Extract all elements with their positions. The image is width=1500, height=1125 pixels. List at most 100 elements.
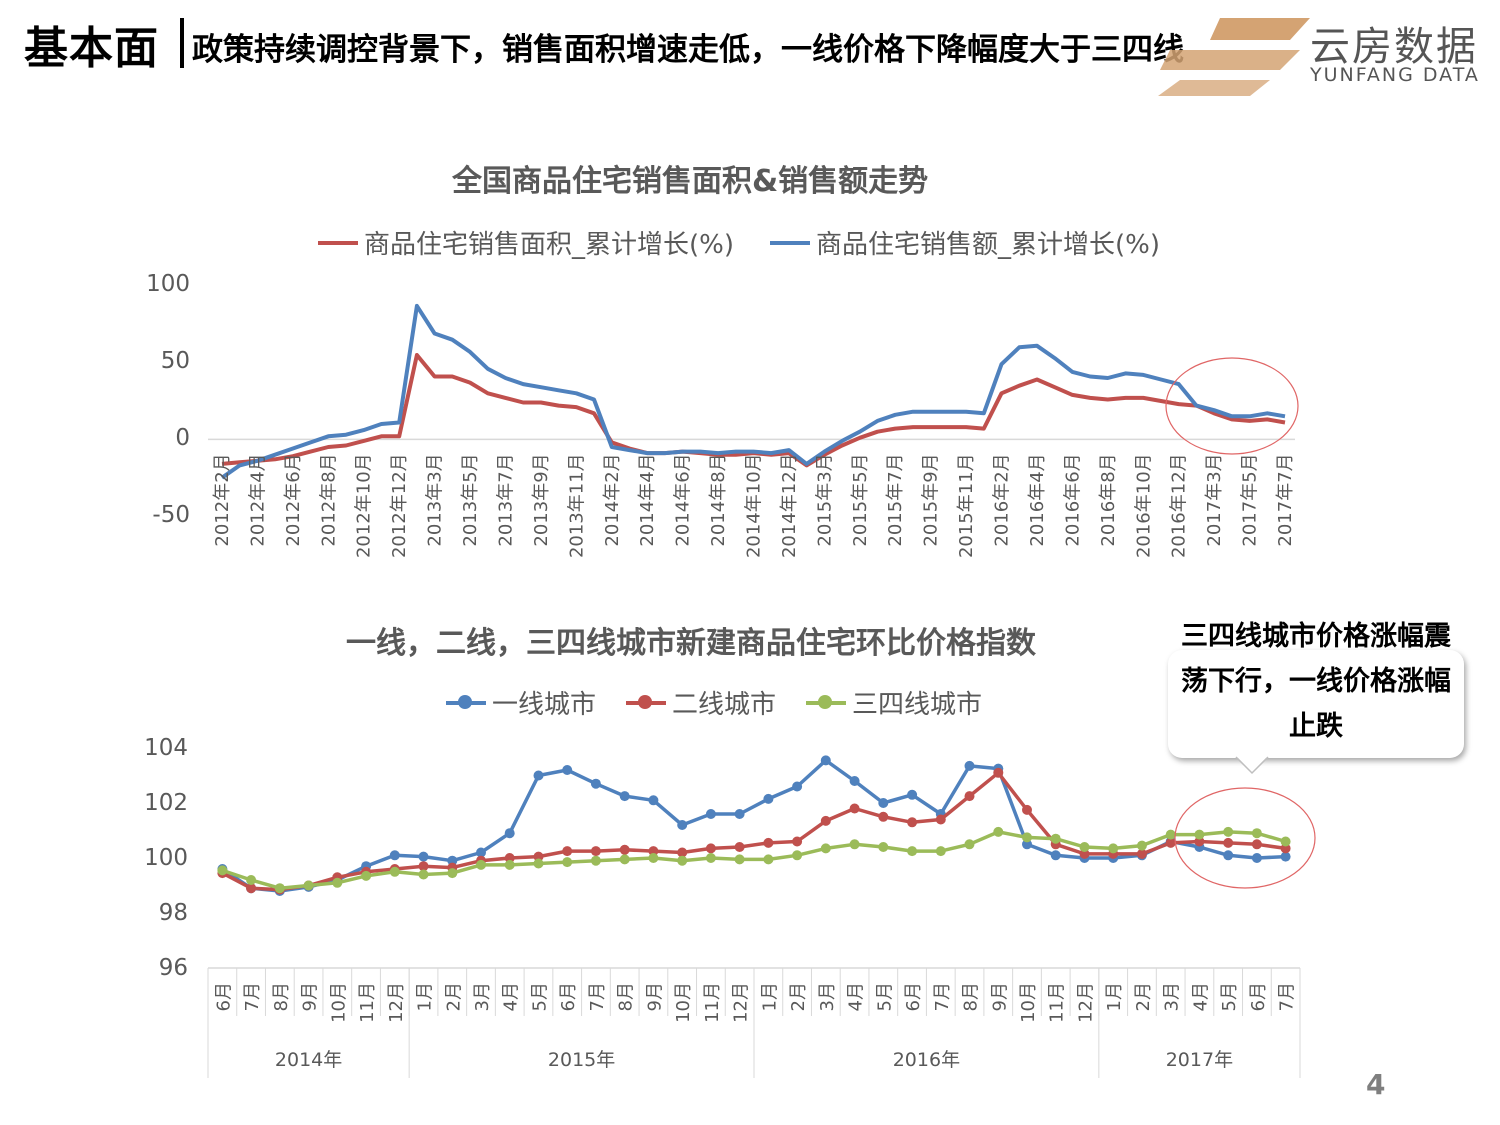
chart2-series-tier34-point — [935, 846, 946, 857]
chart1-xtick-label: 2012年4月 — [247, 453, 268, 546]
chart2-series-tier1-point — [590, 778, 601, 789]
chart2-month-label: 6月 — [213, 982, 234, 1011]
chart2-series-tier34-point — [332, 877, 343, 888]
chart2-series-tier34-point — [418, 869, 429, 880]
chart1-xtick-label: 2013年3月 — [425, 453, 446, 546]
chart2-series-tier34-point — [562, 857, 573, 868]
chart2-series-tier34-point — [1136, 840, 1147, 851]
chart1-xtick-label: 2012年12月 — [389, 453, 410, 558]
legend-swatch-amount — [770, 240, 810, 245]
chart2-series-tier1-point — [504, 828, 515, 839]
legend-item-amount: 商品住宅销售额_累计增长(%) — [770, 224, 1160, 261]
legend-label-tier34: 三四线城市 — [852, 690, 983, 720]
chart1-xtick-label: 2013年11月 — [566, 453, 587, 558]
chart2-series-tier1-point — [849, 776, 860, 786]
chart2-series-tier34-point — [1251, 828, 1262, 839]
chart2-series-tier34-point — [533, 858, 544, 869]
chart2-series-tier1-point — [705, 809, 716, 819]
chart2-series-tier34-point — [476, 859, 486, 870]
chart2-series-tier1-point — [533, 770, 544, 781]
chart1-xtick-label: 2017年5月 — [1240, 453, 1261, 546]
chart2-month-label: 4月 — [846, 982, 867, 1011]
chart1-xtick-label: 2016年4月 — [1027, 453, 1048, 546]
chart2-series-tier34-point — [820, 843, 831, 854]
chart2-title: 一线，二线，三四线城市新建商品住宅环比价格指数 — [346, 626, 1036, 661]
chart2-series-tier34-point — [303, 880, 314, 891]
chart2-series-tier2-point — [935, 814, 946, 825]
chart2-series-tier2-point — [504, 853, 515, 863]
chart2-series-tier34-point — [274, 883, 285, 894]
chart1-ytick: 100 — [146, 271, 190, 297]
chart2-month-label: 7月 — [242, 982, 263, 1011]
chart2-series-tier2-point — [849, 803, 860, 814]
chart1-xtick-label: 2014年2月 — [602, 453, 623, 546]
chart2-series-tier1-point — [389, 850, 400, 861]
chart2-month-label: 5月 — [874, 982, 895, 1011]
chart2-month-label: 6月 — [1248, 982, 1269, 1011]
chart2-year-label: 2014年 — [275, 1049, 342, 1071]
chart2-series-tier2-point — [878, 811, 889, 822]
chart1-xtick-label: 2014年6月 — [673, 453, 694, 546]
chart1-xtick-label: 2016年8月 — [1098, 453, 1119, 546]
chart2-series-tier2-point — [1165, 837, 1176, 848]
chart1-ytick: 50 — [160, 348, 190, 374]
chart2-month-label: 8月 — [616, 982, 637, 1011]
chart2-month-label: 7月 — [587, 982, 608, 1011]
chart2-series-tier1-point — [648, 795, 659, 806]
legend-swatch-tier2 — [626, 694, 667, 709]
chart2-series-tier1-point — [734, 809, 745, 819]
chart1-xtick-label: 2012年10月 — [354, 453, 375, 558]
chart2-month-label: 3月 — [817, 982, 838, 1011]
chart2-series-tier34-point — [504, 859, 515, 870]
chart2-series-tier34-point — [964, 839, 975, 850]
chart1-series-line-amount — [220, 303, 1286, 480]
chart2-series-tier34-point — [1165, 829, 1176, 840]
chart2-series-tier34-point — [878, 842, 889, 852]
legend-label-tier2: 二线城市 — [672, 690, 777, 720]
legend-item-tier1: 一线城市 — [446, 684, 596, 721]
chart2-series-tier34-point — [993, 826, 1004, 837]
chart2-series-tier34-point — [389, 866, 400, 877]
chart2-series-tier34-point — [1079, 842, 1090, 852]
chart2-month-label: 7月 — [932, 982, 953, 1011]
chart2-series-tier34-point — [619, 854, 630, 865]
chart2-month-label: 9月 — [300, 982, 321, 1011]
chart2-series-tier2-point — [677, 847, 688, 858]
chart1-xtick-label: 2012年2月 — [212, 453, 233, 546]
chart2-series-tier2-point — [734, 842, 745, 852]
chart2-month-label: 6月 — [558, 982, 579, 1011]
chart1-ytick: -50 — [152, 502, 190, 528]
chart2-month-label: 5月 — [530, 982, 551, 1011]
chart1-xtick-label: 2016年12月 — [1169, 453, 1190, 558]
logo-text-cn: 云房数据 — [1310, 24, 1478, 70]
chart1-xtick-label: 2015年7月 — [885, 453, 906, 546]
chart1-xtick-label: 2014年12月 — [779, 453, 800, 558]
chart1-xtick-label: 2017年3月 — [1204, 453, 1225, 546]
chart1-title: 全国商品住宅销售面积&销售额走势 — [452, 164, 929, 199]
chart2-series-tier2-point — [418, 861, 429, 872]
chart2-month-label: 7月 — [1277, 982, 1298, 1011]
chart2-ytick: 102 — [144, 790, 188, 816]
chart1-xtick-label: 2015年3月 — [814, 453, 835, 546]
page-number: 4 — [1366, 1068, 1386, 1101]
chart2-month-label: 4月 — [1190, 982, 1211, 1011]
callout-box — [1168, 650, 1464, 758]
chart2-series-tier2-point — [1079, 848, 1090, 859]
chart1-xtick-label: 2012年8月 — [318, 453, 339, 546]
legend-label-tier1: 一线城市 — [492, 690, 597, 720]
yunfang-logo-icon — [1158, 18, 1310, 96]
chart2-month-label: 3月 — [472, 982, 493, 1011]
chart2-legend: 一线城市 二线城市 三四线城市 — [446, 684, 1018, 721]
chart2-series-tier2-point — [590, 846, 601, 857]
chart2-highlight-circle — [1174, 787, 1316, 889]
chart1-xtick-label: 2013年5月 — [460, 453, 481, 546]
chart2-series-tier34-point — [1223, 826, 1234, 837]
callout-text: 三四线城市价格涨幅震荡下行，一线价格涨幅止跌 — [1181, 621, 1451, 742]
chart2-ytick: 98 — [158, 900, 188, 926]
chart2-series-tier1-point — [878, 798, 889, 808]
chart2-series-tier2-point — [993, 767, 1004, 778]
chart2-series-tier1-point — [619, 791, 630, 802]
chart2-month-label: 10月 — [673, 982, 694, 1023]
chart2-series-tier2-point — [820, 815, 831, 826]
